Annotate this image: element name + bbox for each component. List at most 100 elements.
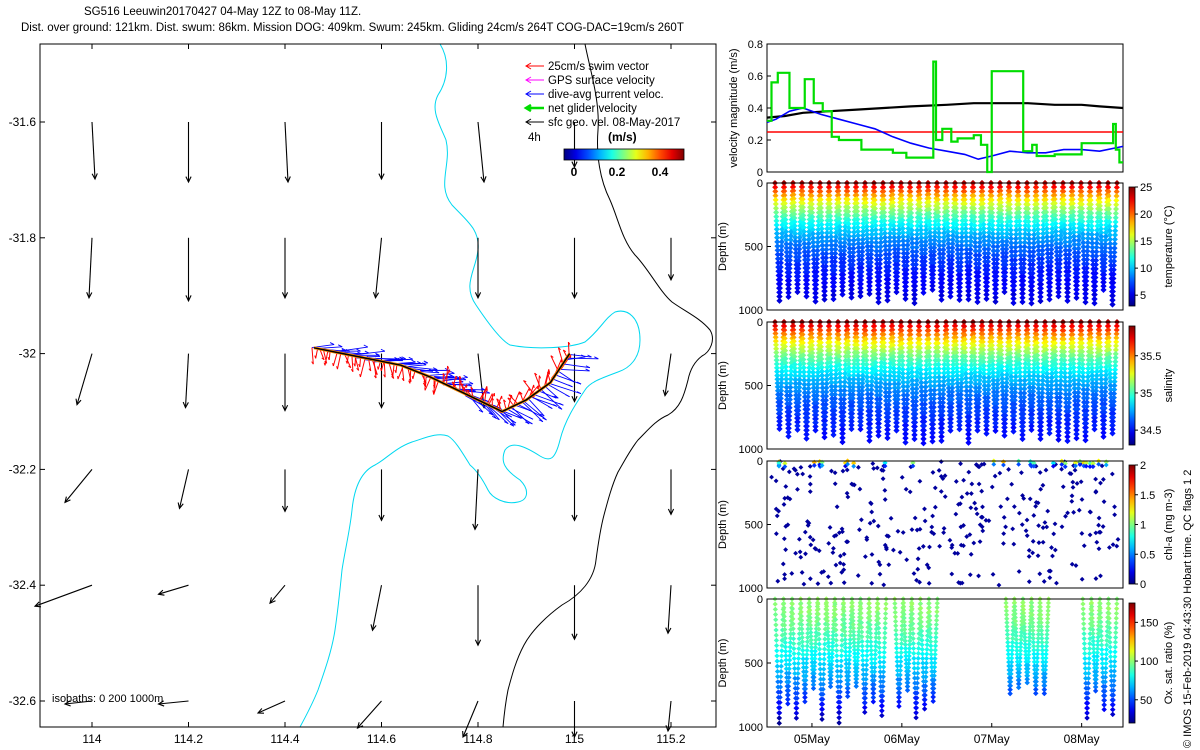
depth-tick: 1000 <box>739 583 763 595</box>
current-vector <box>500 412 515 427</box>
swim-vector <box>315 348 319 359</box>
current-vector <box>505 407 533 425</box>
glider-track-group <box>311 341 599 427</box>
map-y-tick-label: -32.2 <box>9 462 37 476</box>
map-colorbar-tick: 0.2 <box>609 165 626 179</box>
current-vector <box>550 383 582 395</box>
geostrophic-vectors <box>33 121 675 739</box>
geostrophic-vector <box>667 469 675 516</box>
colorbar-tick: 150 <box>1140 617 1158 629</box>
colorbar-tick: 0.5 <box>1140 549 1155 561</box>
swim-vector <box>557 347 564 365</box>
current-vector <box>508 406 534 420</box>
geostrophic-vector <box>157 584 189 596</box>
vector-scale-label: 4h <box>528 132 541 144</box>
depth-tick: 500 <box>745 242 763 254</box>
current-vector <box>512 407 530 425</box>
swim-vector <box>311 347 314 365</box>
temperature-panel: 0 500 1000 Depth (m) 5 10 15 20 25 temperature (°… <box>717 178 1175 317</box>
map-x-tick-label: 114.2 <box>174 732 203 746</box>
map-colorbar <box>563 148 685 161</box>
track-map-panel: 114 114.2 114.4 114.6 114.8 115 115.2 -31.6 -31.… <box>9 43 717 746</box>
geostrophic-vector <box>662 353 672 397</box>
velocity-y-tick: 0.4 <box>748 103 763 115</box>
swim-vector <box>392 363 395 377</box>
geostrophic-vector <box>177 469 190 510</box>
swim-vector <box>442 369 451 384</box>
swim-vector <box>503 399 507 409</box>
credit-text: © IMOS 15-Feb-2019 04:43:30 Hobart time.… <box>1182 470 1194 748</box>
current-vector <box>563 363 591 369</box>
swim-vector <box>521 387 531 403</box>
section-colorbar <box>1128 186 1136 307</box>
current-vector <box>495 409 517 424</box>
map-y-tick-label: -31.8 <box>9 231 37 245</box>
colorbar-tick: 1 <box>1140 520 1146 532</box>
swim-vector <box>484 387 487 403</box>
colorbar-tick: 100 <box>1140 656 1158 668</box>
section-colorbar <box>1128 325 1136 446</box>
current-vector <box>522 400 547 421</box>
velocity-panel: 0 0.2 0.4 0.6 0.8 velocity magnitude (m/s) <box>728 39 1124 179</box>
colorbar-tick: 50 <box>1140 695 1152 707</box>
coastline-group <box>299 43 713 728</box>
geostrophic-vector <box>378 122 385 181</box>
legend-item: GPS surface velocity <box>525 75 655 87</box>
map-x-tick-label: 114 <box>82 732 101 746</box>
map-x-tick-label: 115.2 <box>656 732 685 746</box>
legend-item: sfc geo. vel. 08-May-2017 <box>525 117 680 129</box>
date-tick: 05May <box>794 732 830 746</box>
depth-tick: 1000 <box>739 722 763 734</box>
oxygen-panel: 0 500 1000 Depth (m) 50 100 150 Ox. sat. ratio … <box>717 594 1175 746</box>
velocity-y-tick: 0.6 <box>748 71 763 83</box>
geostrophic-vector <box>571 237 578 300</box>
geostrophic-vector <box>182 353 190 409</box>
map-x-tick-label: 115 <box>565 732 584 746</box>
current-vector <box>560 369 590 372</box>
geostrophic-vector <box>256 700 286 714</box>
geostrophic-vector <box>571 585 578 641</box>
legend-label: sfc geo. vel. 08-May-2017 <box>548 117 680 129</box>
glider-track <box>313 347 571 413</box>
swim-vector <box>550 355 559 372</box>
swim-vector <box>446 365 449 384</box>
geostrophic-vector <box>157 700 189 707</box>
colorbar-label: Ox. sat. ratio (%) <box>1163 622 1175 705</box>
geostrophic-vector <box>63 700 93 707</box>
geostrophic-vector <box>474 585 482 647</box>
colorbar-tick: 2 <box>1140 460 1146 472</box>
depth-ylabel: Depth (m) <box>717 222 729 271</box>
legend-item: 25cm/s swim vector <box>525 61 649 73</box>
swim-vector <box>544 369 550 387</box>
geostrophic-vector <box>667 237 675 282</box>
map-y-tick-label: -32.4 <box>9 578 37 592</box>
swim-vector <box>534 372 542 390</box>
current-vector <box>545 383 570 398</box>
velocity-y-tick: 0 <box>757 167 763 179</box>
geostrophic-vector <box>665 585 672 635</box>
depth-tick: 0 <box>757 317 763 329</box>
geostrophic-vector <box>356 700 382 729</box>
section-colorbar <box>1128 464 1136 585</box>
swim-vector <box>424 377 427 388</box>
map-x-tick-label: 114.4 <box>270 732 299 746</box>
swim-vector <box>507 397 514 405</box>
current-vector <box>521 401 544 423</box>
legend-label: GPS surface velocity <box>548 75 655 87</box>
current-vector <box>355 350 385 356</box>
swim-vector <box>397 366 404 380</box>
geostrophic-vector <box>281 469 289 513</box>
swim-vector <box>359 359 366 378</box>
depth-tick: 0 <box>757 594 763 606</box>
geostrophic-vector <box>571 701 578 739</box>
depth-tick: 500 <box>745 381 763 393</box>
depth-tick: 500 <box>745 658 763 670</box>
colorbar-label: temperature (°C) <box>1163 205 1175 287</box>
geostrophic-vector <box>64 469 93 504</box>
current-vector <box>527 397 545 417</box>
date-tick: 08May <box>1064 732 1100 746</box>
section-colorbar <box>1128 602 1136 724</box>
geostrophic-vector <box>75 353 93 406</box>
swim-vector <box>567 342 570 355</box>
